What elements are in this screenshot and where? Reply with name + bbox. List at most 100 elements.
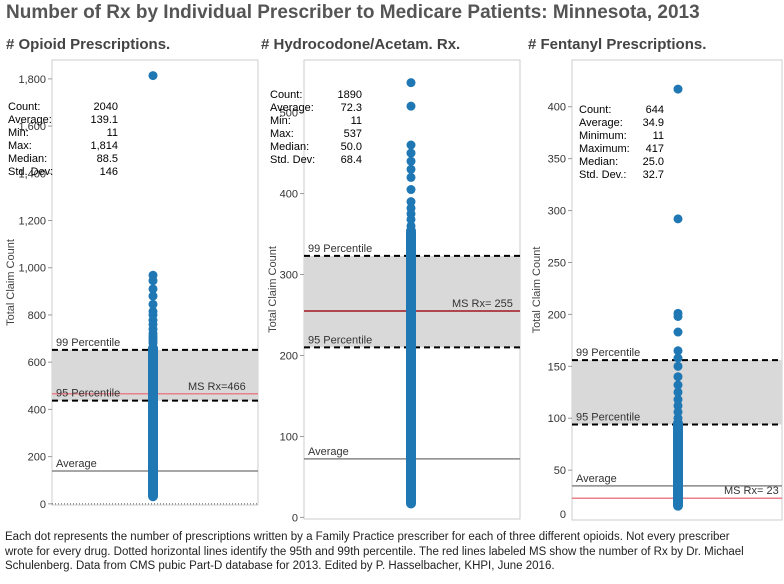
data-point — [673, 361, 683, 371]
data-point — [406, 185, 416, 195]
y-tick-label: 200 — [280, 350, 298, 362]
stat-value: 72.3 — [341, 102, 362, 114]
dense-dots — [406, 225, 416, 509]
y-tick-label: 150 — [548, 361, 566, 373]
stat-label: Min: — [8, 127, 29, 139]
y-tick-label: 800 — [28, 310, 46, 322]
stat-label: Count: — [8, 101, 40, 113]
data-point — [406, 148, 416, 158]
stat-label: Max: — [8, 140, 32, 152]
stat-value: 32.7 — [643, 169, 664, 181]
stat-value: 11 — [107, 127, 118, 139]
stat-value: 146 — [100, 166, 118, 178]
stat-value: 88.5 — [97, 153, 118, 165]
p99-label: 99 Percentile — [576, 347, 640, 359]
data-point — [406, 156, 416, 166]
stat-label: Average: — [579, 117, 623, 129]
y-tick-label: 400 — [28, 404, 46, 416]
y-tick-label: 100 — [548, 413, 566, 425]
hydrocodone-chart: 0 100 200 300 400 500 Total Claim Count Count: 1… — [267, 59, 521, 522]
stat-label: Average: — [8, 114, 52, 126]
y-axis-label: Total Claim Count — [531, 247, 543, 334]
data-point — [673, 407, 683, 417]
data-point — [673, 401, 683, 411]
y-tick-label: 1,600 — [18, 121, 46, 133]
p95-label: 95 Percentile — [308, 334, 372, 346]
ms-label: MS Rx= 23 — [724, 485, 779, 497]
y-tick-label: 250 — [548, 257, 566, 269]
stat-value: 50.0 — [341, 141, 362, 153]
footer-note: Each dot represents the number of prescr… — [5, 530, 781, 574]
p99-label: 99 Percentile — [308, 243, 372, 255]
y-tick-label: 300 — [548, 206, 566, 218]
data-point — [406, 78, 416, 88]
y-tick-label: 0 — [560, 509, 566, 521]
stat-value: 11 — [351, 115, 362, 127]
average-label: Average — [56, 458, 97, 470]
y-tick-label: 200 — [548, 309, 566, 321]
data-point — [148, 291, 158, 301]
data-point — [148, 284, 158, 294]
y-tick-label: 1,200 — [18, 216, 46, 228]
ms-label: MS Rx=466 — [188, 381, 246, 393]
stat-label: Std. Dev.: — [579, 169, 626, 181]
data-point — [148, 71, 158, 81]
average-label: Average — [576, 473, 617, 485]
y-tick-label: 300 — [280, 270, 298, 282]
stat-value: 644 — [646, 104, 664, 116]
data-point — [673, 387, 683, 397]
data-point — [148, 338, 158, 348]
stat-label: Count: — [270, 89, 302, 101]
data-point — [673, 327, 683, 337]
page-title: Number of Rx by Individual Prescriber to… — [6, 2, 700, 23]
stat-label: Average: — [270, 102, 314, 114]
stat-label: Median: — [270, 141, 309, 153]
data-point — [673, 84, 683, 94]
stat-value: 1890 — [338, 89, 362, 101]
dense-dots — [673, 418, 683, 511]
data-point — [148, 299, 158, 309]
data-point — [673, 214, 683, 224]
y-tick-label: 0 — [40, 499, 46, 511]
footer-line: Schulenberg. Data from CMS pubic Part-D … — [5, 560, 555, 572]
stat-value: 139.1 — [90, 114, 118, 126]
data-point — [673, 311, 683, 321]
stat-value: 1,814 — [90, 140, 118, 152]
y-tick-label: 100 — [280, 431, 298, 443]
data-point — [673, 380, 683, 390]
stat-value: 537 — [344, 128, 362, 140]
y-tick-label: 500 — [280, 108, 298, 120]
data-point — [673, 346, 683, 356]
y-tick-label: 0 — [292, 512, 298, 522]
data-point — [406, 172, 416, 182]
stat-value: 2040 — [94, 101, 118, 113]
footer-line: wrote for every drug. Dotted horizontal … — [5, 545, 744, 558]
p95-label: 95 Percentile — [576, 411, 640, 423]
panel-title-fentanyl: # Fentanyl Prescriptions. — [528, 36, 707, 53]
p95-label: 95 Percentile — [56, 388, 120, 400]
data-point — [406, 140, 416, 150]
stat-label: Minimum: — [579, 130, 627, 142]
stat-label: Max: — [270, 128, 294, 140]
y-axis-label: Total Claim Count — [267, 246, 279, 333]
y-tick-label: 350 — [548, 154, 566, 166]
data-point — [673, 353, 683, 363]
y-tick-label: 400 — [548, 102, 566, 114]
average-label: Average — [308, 446, 349, 458]
ms-label: MS Rx= 255 — [452, 298, 513, 310]
panel-title-opioid: # Opioid Prescriptions. — [6, 36, 171, 53]
data-point — [673, 372, 683, 382]
stat-label: Std. Dev: — [8, 166, 53, 178]
y-tick-label: 1,800 — [18, 74, 46, 86]
stat-label: Std. Dev: — [270, 154, 315, 166]
stat-label: Maximum: — [579, 143, 630, 155]
y-axis-label: Total Claim Count — [5, 239, 17, 326]
data-point — [406, 221, 416, 231]
y-tick-label: 1,400 — [18, 168, 46, 180]
footer-line: Each dot represents the number of prescr… — [5, 531, 730, 543]
stat-label: Median: — [8, 153, 47, 165]
data-point — [406, 101, 416, 111]
y-tick-label: 400 — [280, 189, 298, 201]
dense-dots — [148, 343, 158, 502]
data-point — [673, 395, 683, 405]
